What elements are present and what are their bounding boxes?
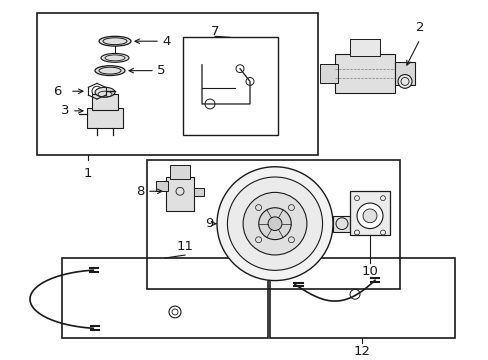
- Bar: [394, 62, 414, 85]
- Bar: [334, 54, 394, 93]
- Circle shape: [243, 192, 306, 255]
- Ellipse shape: [101, 54, 129, 62]
- Bar: [349, 191, 389, 235]
- Bar: [269, 258, 454, 338]
- Circle shape: [397, 75, 411, 88]
- Text: 12: 12: [353, 345, 370, 358]
- Bar: [87, 108, 123, 127]
- Circle shape: [356, 203, 382, 229]
- Circle shape: [267, 217, 282, 230]
- Bar: [62, 258, 267, 338]
- Bar: [183, 37, 278, 135]
- Bar: [319, 64, 337, 84]
- Bar: [349, 39, 379, 56]
- Text: 8: 8: [136, 185, 162, 198]
- Bar: [147, 160, 399, 289]
- Circle shape: [227, 177, 322, 270]
- Bar: [194, 188, 203, 196]
- Bar: [92, 94, 118, 110]
- Text: 5: 5: [157, 64, 165, 77]
- Bar: [156, 181, 168, 191]
- Circle shape: [258, 208, 291, 240]
- Text: 6: 6: [53, 85, 61, 98]
- Text: 2: 2: [415, 21, 424, 34]
- Ellipse shape: [95, 66, 125, 76]
- Text: 4: 4: [162, 35, 170, 48]
- Circle shape: [362, 209, 376, 223]
- Text: 7: 7: [210, 25, 219, 38]
- Bar: [165, 177, 194, 211]
- Text: 3: 3: [61, 104, 83, 117]
- Bar: [332, 216, 350, 231]
- Text: 1: 1: [83, 167, 92, 180]
- Ellipse shape: [95, 87, 115, 97]
- Bar: [170, 165, 190, 179]
- Text: 10: 10: [361, 265, 378, 278]
- Text: 9: 9: [204, 217, 213, 230]
- Ellipse shape: [99, 36, 131, 46]
- Circle shape: [217, 167, 332, 280]
- Bar: [37, 13, 317, 155]
- Text: 11: 11: [176, 240, 193, 253]
